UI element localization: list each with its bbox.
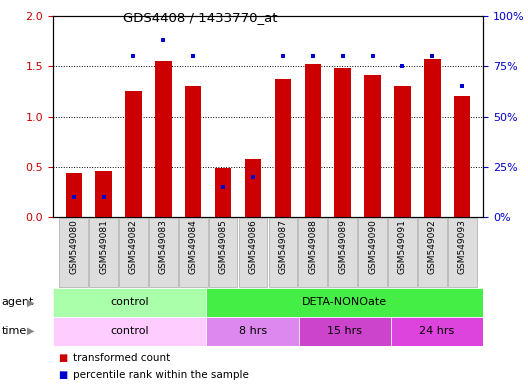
Text: GSM549083: GSM549083: [159, 219, 168, 274]
Bar: [245, 159, 261, 217]
Text: GSM549082: GSM549082: [129, 219, 138, 274]
Bar: [275, 79, 291, 217]
Point: [249, 174, 257, 180]
Text: GSM549092: GSM549092: [428, 219, 437, 274]
Point: [338, 53, 347, 60]
Bar: [125, 91, 142, 217]
Bar: [215, 168, 231, 217]
Text: ▶: ▶: [27, 326, 34, 336]
Bar: [424, 59, 440, 217]
Bar: [305, 65, 321, 217]
Point: [428, 53, 437, 60]
Text: GSM549093: GSM549093: [458, 219, 467, 274]
Text: GSM549089: GSM549089: [338, 219, 347, 274]
Text: DETA-NONOate: DETA-NONOate: [302, 297, 388, 308]
Bar: [149, 218, 178, 286]
Bar: [206, 317, 299, 346]
Text: agent: agent: [2, 297, 34, 308]
Bar: [209, 218, 238, 286]
Bar: [454, 96, 470, 217]
Point: [458, 83, 466, 89]
Bar: [298, 218, 327, 286]
Text: GSM549084: GSM549084: [188, 219, 198, 274]
Bar: [418, 218, 447, 286]
Bar: [53, 288, 206, 317]
Bar: [299, 317, 391, 346]
Text: 8 hrs: 8 hrs: [239, 326, 267, 336]
Bar: [96, 171, 112, 217]
Bar: [334, 68, 351, 217]
Bar: [269, 218, 297, 286]
Text: ▶: ▶: [27, 297, 34, 308]
Text: GSM549091: GSM549091: [398, 219, 407, 274]
Bar: [89, 218, 118, 286]
Text: GSM549087: GSM549087: [278, 219, 287, 274]
Text: GSM549090: GSM549090: [368, 219, 377, 274]
Bar: [328, 218, 357, 286]
Bar: [364, 75, 381, 217]
Bar: [391, 317, 483, 346]
Text: control: control: [110, 297, 149, 308]
Point: [369, 53, 377, 60]
Point: [70, 194, 78, 200]
Bar: [448, 218, 477, 286]
Text: GSM549088: GSM549088: [308, 219, 317, 274]
Bar: [358, 218, 387, 286]
Text: GSM549081: GSM549081: [99, 219, 108, 274]
Point: [279, 53, 287, 60]
Text: GSM549085: GSM549085: [219, 219, 228, 274]
Point: [189, 53, 197, 60]
Text: GSM549080: GSM549080: [69, 219, 78, 274]
Text: 24 hrs: 24 hrs: [419, 326, 455, 336]
Text: percentile rank within the sample: percentile rank within the sample: [73, 370, 249, 380]
Bar: [53, 317, 206, 346]
Text: GSM549086: GSM549086: [249, 219, 258, 274]
Bar: [119, 218, 148, 286]
Text: time: time: [2, 326, 27, 336]
Text: transformed count: transformed count: [73, 353, 170, 363]
Bar: [185, 86, 202, 217]
Point: [129, 53, 138, 60]
Point: [398, 63, 407, 70]
Bar: [394, 86, 411, 217]
Bar: [239, 218, 267, 286]
Point: [308, 53, 317, 60]
Text: ■: ■: [58, 370, 68, 380]
Bar: [65, 173, 82, 217]
Text: GDS4408 / 1433770_at: GDS4408 / 1433770_at: [124, 11, 278, 24]
Bar: [388, 218, 417, 286]
Bar: [155, 61, 172, 217]
Text: 15 hrs: 15 hrs: [327, 326, 362, 336]
Point: [99, 194, 108, 200]
Bar: [59, 218, 88, 286]
Text: ■: ■: [58, 353, 68, 363]
Point: [159, 37, 167, 43]
Bar: [179, 218, 208, 286]
Point: [219, 184, 228, 190]
Text: control: control: [110, 326, 149, 336]
Bar: [206, 288, 483, 317]
